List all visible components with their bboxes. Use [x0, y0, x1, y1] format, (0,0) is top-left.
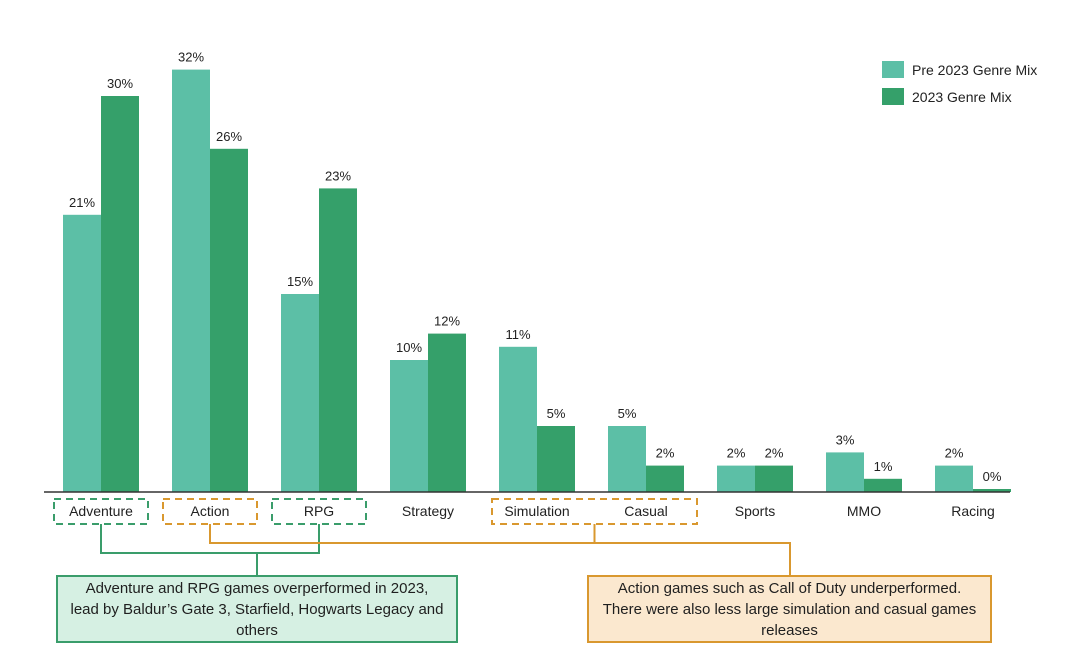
bar-simulation-2023 [537, 426, 575, 492]
value-label-adventure-pre-2023: 21% [69, 195, 95, 210]
green-connector-bracket [100, 524, 320, 554]
category-label-adventure: Adventure [69, 503, 133, 519]
orange-annotation-text: Action games such as Call of Duty underp… [602, 579, 977, 639]
bar-action-pre-2023 [172, 69, 210, 492]
value-label-mmo-pre-2023: 3% [836, 432, 855, 447]
value-label-rpg-pre-2023: 15% [287, 274, 313, 289]
green-annotation-box: Adventure and RPG games overperformed in… [56, 575, 458, 643]
bar-strategy-2023 [428, 333, 466, 492]
bar-sports-2023 [755, 465, 793, 492]
value-label-sports-2023: 2% [765, 446, 784, 461]
value-label-simulation-pre-2023: 11% [505, 327, 530, 342]
bar-adventure-pre-2023 [63, 214, 101, 493]
legend: Pre 2023 Genre Mix 2023 Genre Mix [882, 61, 1037, 105]
value-labels: 21% 30% 32% 26% 15% 23% 10% 12% 11% 5% 5% 2% 2% 2% 3% 1… [69, 50, 1002, 484]
value-label-action-pre-2023: 32% [178, 50, 204, 65]
value-label-simulation-2023: 5% [547, 406, 566, 421]
bar-action-2023 [210, 148, 248, 493]
bar-rpg-pre-2023 [281, 294, 319, 492]
category-label-mmo: MMO [847, 503, 881, 519]
category-label-simulation: Simulation [504, 503, 569, 519]
bar-rpg-2023 [319, 188, 357, 492]
category-label-rpg: RPG [304, 503, 334, 519]
bar-mmo-2023 [864, 478, 902, 492]
value-label-mmo-2023: 1% [874, 459, 893, 474]
category-label-racing: Racing [951, 503, 995, 519]
orange-connector-main [209, 524, 791, 575]
bar-mmo-pre-2023 [826, 452, 864, 492]
bar-adventure-2023 [101, 96, 139, 492]
bar-racing-pre-2023 [935, 465, 973, 492]
legend-label-2023: 2023 Genre Mix [912, 89, 1012, 105]
category-highlight-boxes [53, 498, 698, 525]
bar-sports-pre-2023 [717, 465, 755, 492]
category-label-strategy: Strategy [402, 503, 454, 519]
value-label-casual-2023: 2% [656, 446, 675, 461]
bars [63, 69, 1011, 493]
bar-casual-2023 [646, 465, 684, 492]
highlight-box-simulation-casual [491, 498, 698, 525]
value-label-rpg-2023: 23% [325, 168, 351, 183]
bar-strategy-pre-2023 [390, 360, 428, 492]
category-labels: Adventure Action RPG Strategy Simulation Casu… [69, 503, 995, 519]
annotation-connectors [100, 524, 791, 575]
value-label-strategy-pre-2023: 10% [396, 340, 422, 355]
value-label-sports-pre-2023: 2% [727, 446, 746, 461]
legend-swatch-2023 [882, 88, 904, 105]
value-label-racing-pre-2023: 2% [945, 446, 964, 461]
bar-simulation-pre-2023 [499, 346, 537, 492]
green-annotation-text: Adventure and RPG games overperformed in… [70, 579, 444, 639]
legend-label-pre-2023: Pre 2023 Genre Mix [912, 62, 1037, 78]
category-label-action: Action [191, 503, 230, 519]
value-label-racing-2023: 0% [983, 469, 1002, 484]
bar-racing-2023 [973, 489, 1011, 492]
value-label-casual-pre-2023: 5% [618, 406, 637, 421]
orange-annotation-box: Action games such as Call of Duty underp… [587, 575, 992, 643]
category-label-casual: Casual [624, 503, 668, 519]
bar-casual-pre-2023 [608, 426, 646, 492]
value-label-strategy-2023: 12% [434, 314, 460, 329]
category-label-sports: Sports [735, 503, 775, 519]
legend-swatch-pre-2023 [882, 61, 904, 78]
value-label-adventure-2023: 30% [107, 76, 133, 91]
value-label-action-2023: 26% [216, 129, 242, 144]
